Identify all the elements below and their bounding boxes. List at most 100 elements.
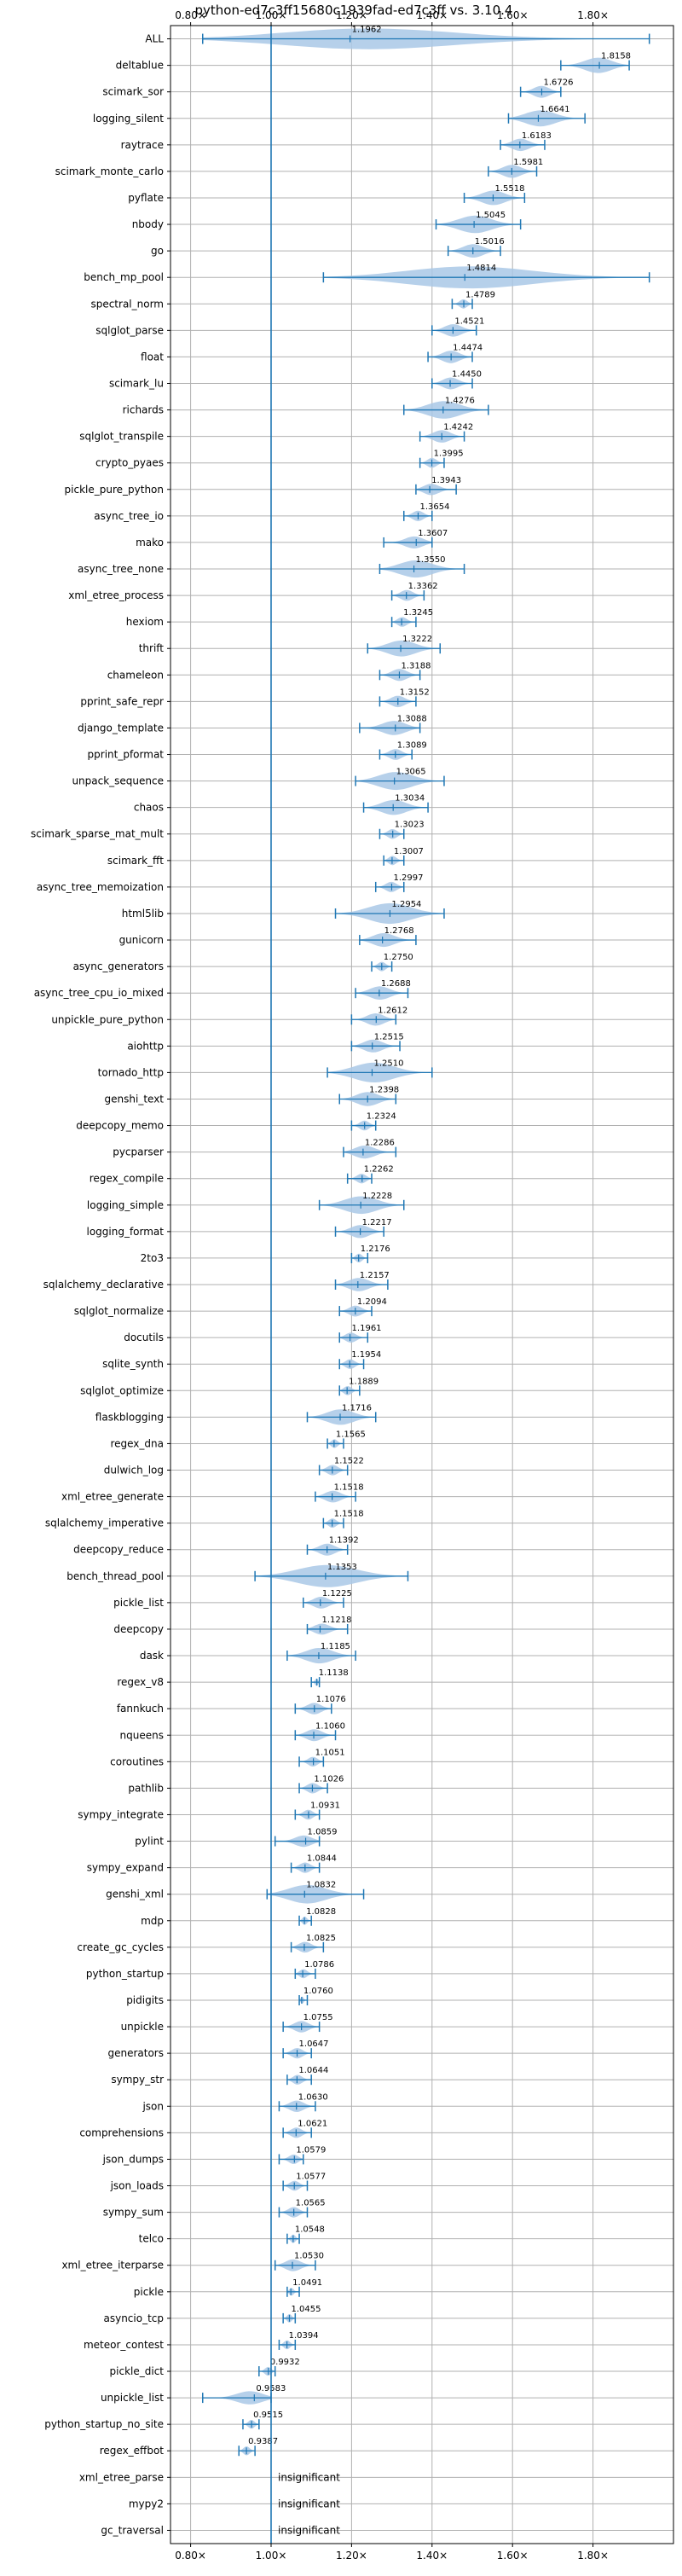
value-label: 1.2324: [367, 1112, 396, 1122]
category-label: sqlglot_optimize: [80, 1384, 164, 1396]
category-label: aiohttp: [127, 1040, 164, 1052]
category-label: python_startup: [86, 1968, 164, 1980]
category-label: chameleon: [107, 669, 164, 681]
value-label: 1.0859: [308, 1828, 338, 1837]
category-label: sqlglot_transpile: [79, 431, 164, 443]
category-label: docutils: [124, 1332, 164, 1343]
category-label: tornado_http: [98, 1066, 164, 1078]
value-label: 1.6183: [522, 131, 552, 141]
category-label: sympy_sum: [103, 2207, 164, 2219]
category-label: coroutines: [110, 1755, 164, 1767]
x-tick-label-top: 1.60×: [497, 9, 529, 21]
value-label: 1.3089: [397, 741, 427, 751]
category-label: deepcopy: [113, 1623, 164, 1635]
value-label: 1.5518: [494, 184, 524, 194]
category-label: xml_etree_process: [68, 589, 164, 601]
category-label: json_dumps: [102, 2153, 164, 2165]
x-tick-label-bottom: 1.40×: [416, 2550, 448, 2561]
category-label: asyncio_tcp: [103, 2312, 164, 2324]
category-label: comprehensions: [79, 2126, 164, 2138]
category-label: pickle_list: [113, 1597, 164, 1609]
category-label: genshi_text: [105, 1093, 165, 1105]
value-label: 1.3188: [401, 661, 431, 670]
category-label: unpack_sequence: [72, 775, 164, 787]
value-label: 1.2217: [362, 1218, 392, 1227]
category-label: pickle: [134, 2286, 164, 2298]
x-tick-label-bottom: 1.60×: [497, 2550, 529, 2561]
value-label: 1.2510: [373, 1059, 403, 1068]
value-label: 1.4276: [445, 397, 475, 406]
category-label: json: [142, 2100, 164, 2112]
value-label: 1.1565: [336, 1430, 366, 1439]
value-label: 1.0644: [298, 2066, 328, 2075]
value-label: 1.2515: [374, 1032, 404, 1041]
category-label: sqlite_synth: [102, 1358, 164, 1370]
value-label: 1.5981: [513, 158, 543, 167]
value-label: 1.3065: [396, 768, 426, 777]
category-label: pickle_dict: [110, 2365, 165, 2377]
value-label: 0.9387: [248, 2437, 278, 2446]
value-label: 1.3034: [395, 794, 425, 804]
category-label: regex_effbot: [100, 2445, 165, 2457]
category-label: spectral_norm: [90, 298, 164, 310]
value-label: 1.2398: [369, 1085, 399, 1094]
category-label: python_startup_no_site: [44, 2418, 164, 2430]
category-label: async_generators: [73, 960, 164, 972]
category-label: scimark_monte_carlo: [55, 165, 164, 177]
value-label: 1.2262: [364, 1165, 394, 1175]
category-label: scimark_fft: [107, 855, 164, 867]
category-label: pycparser: [113, 1146, 164, 1158]
value-label: 1.0630: [298, 2092, 328, 2102]
value-label: 1.1392: [329, 1536, 359, 1546]
category-label: crypto_pyaes: [95, 457, 164, 469]
category-label: sqlalchemy_imperative: [45, 1517, 164, 1529]
value-label: 1.0548: [295, 2225, 325, 2235]
category-label: async_tree_io: [94, 510, 164, 522]
value-label: 1.2157: [360, 1271, 390, 1280]
value-label: 1.1051: [315, 1748, 345, 1757]
value-label: 1.0825: [306, 1934, 336, 1943]
category-label: xml_etree_iterparse: [61, 2260, 164, 2271]
value-label: 1.2286: [365, 1139, 395, 1148]
value-label: 1.6641: [540, 105, 569, 114]
value-label: 1.0844: [307, 1854, 337, 1864]
value-label: 0.9515: [253, 2411, 283, 2420]
value-label: 1.2688: [381, 979, 411, 989]
value-label: 1.0455: [291, 2305, 321, 2314]
value-label: 1.5016: [475, 237, 505, 247]
x-tick-label-top: 0.80×: [175, 9, 206, 21]
category-label: nbody: [132, 218, 164, 230]
category-label: mdp: [141, 1915, 164, 1927]
value-label: 1.6726: [543, 78, 573, 88]
x-tick-label-top: 1.00×: [256, 9, 287, 21]
grid: [170, 26, 673, 2544]
value-label: 0.9932: [270, 2358, 300, 2367]
category-label: bench_mp_pool: [84, 271, 164, 283]
category-label: sqlalchemy_declarative: [43, 1279, 164, 1291]
x-tick-label-top: 1.80×: [577, 9, 609, 21]
value-label: 1.0394: [289, 2331, 319, 2341]
value-label: 1.4789: [465, 290, 495, 299]
category-label: logging_format: [86, 1226, 164, 1238]
category-label: thrift: [139, 642, 165, 654]
category-label: pidigits: [126, 1994, 164, 2006]
insignificant-label: insignificant: [278, 2471, 340, 2483]
category-label: create_gc_cycles: [77, 1941, 164, 1953]
value-label: 1.0786: [304, 1960, 334, 1970]
value-label: 1.2997: [393, 873, 423, 883]
value-label: 1.3007: [394, 847, 424, 856]
value-label: 1.2954: [391, 900, 421, 909]
value-label: 1.3245: [403, 608, 433, 618]
category-label: gc_traversal: [101, 2524, 164, 2536]
value-label: 1.0577: [296, 2173, 326, 2182]
value-label: 1.2176: [361, 1244, 390, 1254]
axes: 0.80× 0.80× 1.00× 1.00× 1.20× 1.20× 1.40× 1.40×…: [167, 9, 674, 2561]
category-label: sympy_str: [111, 2074, 164, 2086]
category-label: async_tree_none: [78, 563, 164, 575]
value-label: 1.1518: [334, 1483, 364, 1493]
category-label: pyflate: [128, 192, 164, 204]
value-label: 1.1522: [334, 1457, 364, 1466]
value-label: 1.0755: [303, 2013, 333, 2022]
category-label: regex_compile: [90, 1173, 164, 1185]
